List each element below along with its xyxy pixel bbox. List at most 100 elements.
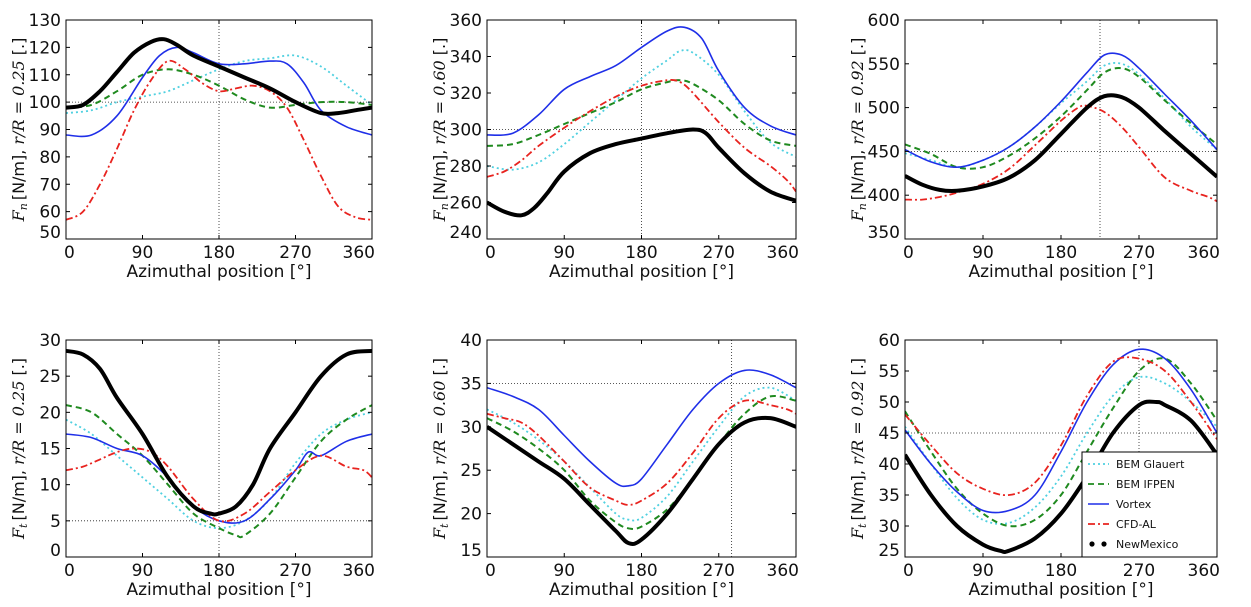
y-tick-label: 40 bbox=[878, 455, 900, 475]
x-axis-label: Azimuthal position [°] bbox=[126, 580, 311, 600]
y-axis-label-subscript: n bbox=[17, 203, 30, 210]
x-tick-label: 0 bbox=[64, 561, 75, 581]
x-tick-label: 360 bbox=[343, 561, 375, 581]
y-axis-label: Ft [N/m], r/R = 0.60 [.] bbox=[430, 358, 451, 540]
y-tick-label: 35 bbox=[460, 374, 482, 394]
x-tick-label: 90 bbox=[553, 243, 575, 263]
y-axis-label-symbol: F bbox=[848, 209, 867, 222]
plot-frame bbox=[486, 339, 797, 558]
y-tick-label: 5 bbox=[50, 512, 61, 532]
x-tick-label: 360 bbox=[1188, 561, 1220, 581]
series-line-newmexico bbox=[66, 37, 372, 116]
y-tick-label: 25 bbox=[878, 541, 900, 561]
series-line-newmexico bbox=[487, 415, 796, 546]
y-axis-label-symbol: F bbox=[848, 527, 867, 540]
legend-marker-newmexico bbox=[1089, 541, 1095, 547]
y-tick-label: 260 bbox=[450, 194, 482, 214]
series-line-newmexico bbox=[905, 399, 1217, 554]
x-tick-label: 360 bbox=[767, 243, 799, 263]
y-axis-label-suffix: [.] bbox=[9, 38, 28, 61]
y-axis-label-subscript: n bbox=[438, 203, 451, 210]
x-tick-label: 270 bbox=[279, 243, 311, 263]
y-axis-label-ratio: r/R = 0.25 bbox=[9, 60, 28, 144]
x-tick-label: 90 bbox=[972, 561, 994, 581]
x-axis-label: Azimuthal position [°] bbox=[549, 262, 734, 282]
chart-panel-2: 0 90 180 270 360 240 260 280 300 320 340 360 Azimuth… bbox=[430, 11, 799, 282]
legend-entry-label: CFD-AL bbox=[1116, 518, 1157, 531]
y-tick-label: 20 bbox=[460, 505, 482, 525]
y-tick-label: 60 bbox=[39, 203, 61, 223]
y-axis-label-ratio: r/R = 0.92 bbox=[848, 60, 867, 144]
series-line-bem-ifpen bbox=[66, 404, 372, 539]
series-line-cfd-al bbox=[66, 59, 372, 221]
series-line-bem-ifpen bbox=[905, 357, 1217, 528]
series-line-cfd-al bbox=[905, 104, 1217, 203]
series-line-vortex bbox=[66, 433, 372, 524]
y-tick-label: 240 bbox=[450, 223, 482, 243]
y-axis-label-unit: [N/m], bbox=[430, 465, 449, 521]
legend-entry-label: BEM Glauert bbox=[1116, 458, 1185, 471]
legend-entry-label: Vortex bbox=[1116, 498, 1152, 511]
x-tick-label: 180 bbox=[203, 561, 235, 581]
y-tick-label: 30 bbox=[878, 517, 900, 537]
series-line-bem-glauert bbox=[66, 54, 372, 114]
x-tick-label: 180 bbox=[625, 243, 657, 263]
x-tick-label: 180 bbox=[1045, 561, 1077, 581]
y-axis-label-ratio: r/R = 0.92 bbox=[848, 381, 867, 465]
x-axis-label: Azimuthal position [°] bbox=[549, 580, 734, 600]
y-tick-label: 130 bbox=[29, 11, 61, 31]
y-tick-label: 60 bbox=[878, 331, 900, 351]
y-tick-label: 55 bbox=[878, 362, 900, 382]
x-tick-label: 180 bbox=[203, 243, 235, 263]
x-tick-label: 90 bbox=[132, 561, 154, 581]
y-tick-label: 110 bbox=[29, 66, 61, 86]
chart-panel-5: 0 90 180 270 360 15 20 25 30 35 40 Azimuthal positi… bbox=[430, 331, 799, 600]
y-axis-label-symbol: F bbox=[430, 527, 449, 540]
y-axis-label-subscript: n bbox=[856, 203, 869, 210]
y-axis-label-suffix: [.] bbox=[848, 358, 867, 381]
y-axis-label-unit: [N/m], bbox=[848, 465, 867, 521]
y-tick-label: 45 bbox=[878, 424, 900, 444]
series-line-bem-ifpen bbox=[487, 79, 796, 147]
y-tick-label: 550 bbox=[868, 55, 900, 75]
y-axis-label-suffix: [.] bbox=[848, 38, 867, 61]
x-tick-label: 90 bbox=[553, 561, 575, 581]
x-tick-label: 0 bbox=[485, 243, 496, 263]
series-line-bem-ifpen bbox=[66, 68, 372, 109]
y-tick-label: 20 bbox=[39, 403, 61, 423]
y-axis-label-symbol: F bbox=[9, 209, 28, 222]
x-tick-label: 360 bbox=[767, 561, 799, 581]
y-tick-label: 350 bbox=[868, 223, 900, 243]
series-line-cfd-al bbox=[905, 356, 1217, 497]
plot-frame bbox=[904, 19, 1218, 240]
y-axis-label: Ft [N/m], r/R = 0.92 [.] bbox=[848, 358, 869, 540]
y-tick-label: 40 bbox=[460, 331, 482, 351]
y-axis-label-symbol: F bbox=[9, 527, 28, 540]
x-axis-label: Azimuthal position [°] bbox=[968, 262, 1153, 282]
y-axis-label-suffix: [.] bbox=[430, 358, 449, 381]
y-axis-label-unit: [N/m], bbox=[9, 465, 28, 521]
x-tick-label: 270 bbox=[703, 561, 735, 581]
y-axis-label-ratio: r/R = 0.60 bbox=[430, 60, 449, 144]
x-tick-label: 0 bbox=[903, 243, 914, 263]
y-tick-label: 50 bbox=[39, 223, 61, 243]
x-tick-label: 90 bbox=[972, 243, 994, 263]
y-tick-label: 35 bbox=[878, 486, 900, 506]
y-tick-label: 90 bbox=[39, 121, 61, 141]
series-line-newmexico bbox=[66, 348, 372, 517]
x-tick-label: 90 bbox=[132, 243, 154, 263]
x-tick-label: 270 bbox=[279, 561, 311, 581]
x-axis-label: Azimuthal position [°] bbox=[968, 580, 1153, 600]
series-line-newmexico bbox=[487, 127, 796, 218]
y-tick-label: 0 bbox=[50, 541, 61, 561]
y-tick-label: 10 bbox=[39, 476, 61, 496]
x-tick-label: 180 bbox=[1045, 243, 1077, 263]
y-tick-label: 70 bbox=[39, 175, 61, 195]
y-tick-label: 320 bbox=[450, 84, 482, 104]
y-tick-label: 340 bbox=[450, 48, 482, 68]
series-line-cfd-al bbox=[487, 79, 796, 193]
y-tick-label: 500 bbox=[868, 99, 900, 119]
y-axis-label-unit: [N/m], bbox=[430, 145, 449, 201]
